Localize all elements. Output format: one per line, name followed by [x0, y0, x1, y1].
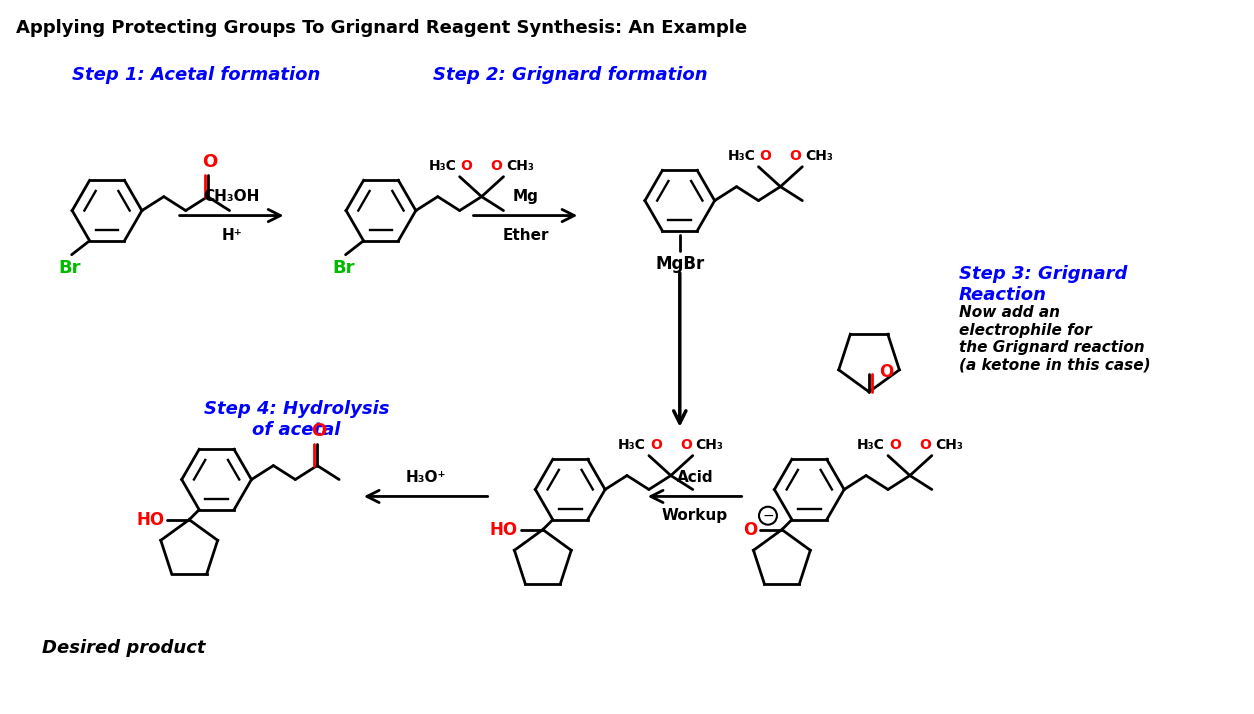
Text: CH₃: CH₃	[507, 159, 534, 173]
Text: Desired product: Desired product	[43, 639, 206, 657]
Text: H₃C: H₃C	[618, 438, 646, 452]
Text: O: O	[760, 149, 771, 163]
Text: Br: Br	[332, 258, 355, 277]
Text: HO: HO	[490, 521, 518, 538]
Text: O: O	[650, 438, 662, 452]
Text: O: O	[202, 153, 217, 171]
Text: Step 3: Grignard
Reaction: Step 3: Grignard Reaction	[959, 266, 1127, 304]
Text: Acid: Acid	[676, 470, 714, 485]
Text: Step 4: Hydrolysis
of acetal: Step 4: Hydrolysis of acetal	[203, 400, 389, 438]
Text: Mg: Mg	[513, 188, 538, 203]
Text: Now add an
electrophile for
the Grignard reaction
(a ketone in this case): Now add an electrophile for the Grignard…	[959, 305, 1150, 373]
Text: H₃C: H₃C	[727, 149, 755, 163]
Text: HO: HO	[137, 511, 164, 528]
Text: H₃O⁺: H₃O⁺	[405, 470, 446, 485]
Text: O: O	[460, 159, 473, 173]
Text: O: O	[490, 159, 503, 173]
Text: H₃C: H₃C	[858, 438, 885, 452]
Text: H₃C: H₃C	[429, 159, 456, 173]
Text: O: O	[790, 149, 801, 163]
Text: Step 2: Grignard formation: Step 2: Grignard formation	[433, 66, 707, 84]
Text: Br: Br	[59, 258, 82, 277]
Text: CH₃: CH₃	[805, 149, 833, 163]
Text: CH₃OH: CH₃OH	[203, 188, 260, 203]
Text: O: O	[311, 422, 327, 440]
Text: O: O	[919, 438, 930, 452]
Text: Ether: Ether	[502, 228, 549, 243]
Text: CH₃: CH₃	[934, 438, 963, 452]
Text: Workup: Workup	[662, 508, 727, 523]
Text: O: O	[879, 363, 893, 381]
Text: O: O	[680, 438, 692, 452]
Text: O: O	[742, 521, 757, 538]
Text: O: O	[889, 438, 900, 452]
Text: Applying Protecting Groups To Grignard Reagent Synthesis: An Example: Applying Protecting Groups To Grignard R…	[16, 19, 747, 37]
Text: −: −	[762, 508, 774, 523]
Text: MgBr: MgBr	[655, 256, 705, 273]
Text: Step 1: Acetal formation: Step 1: Acetal formation	[73, 66, 321, 84]
Text: CH₃: CH₃	[696, 438, 724, 452]
Text: H⁺: H⁺	[221, 228, 242, 243]
